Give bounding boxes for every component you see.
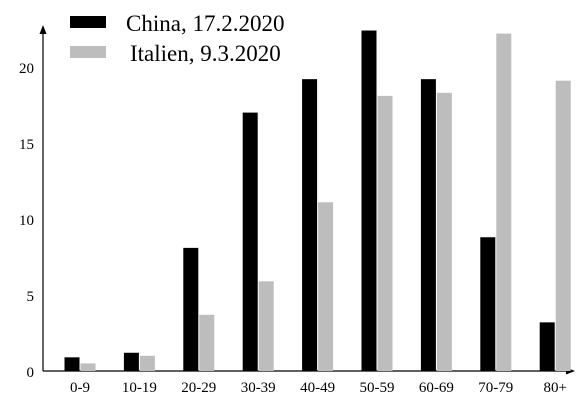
- x-tick-label: 30-39: [241, 380, 276, 396]
- bar-italien-10-19: [139, 355, 155, 371]
- y-tick-label: 5: [27, 289, 35, 305]
- bar-italien-20-29: [199, 314, 215, 371]
- x-tick-label: 0-9: [70, 380, 90, 396]
- x-tick-labels: 0-9 10-19 20-29 30-39 40-49 50-59 60-69 70-79 80…: [70, 380, 567, 396]
- bar-china-60-69: [420, 79, 436, 371]
- y-tick-label: 20: [19, 61, 34, 77]
- bar-italien-40-49: [318, 202, 334, 371]
- bar-china-80+: [539, 322, 555, 371]
- legend: China, 17.2.2020 Italien, 9.3.2020: [70, 11, 284, 66]
- bar-china-30-39: [242, 112, 258, 371]
- bar-italien-70-79: [496, 33, 512, 372]
- y-tick-label: 15: [19, 137, 34, 153]
- y-tick-label: 10: [19, 213, 34, 229]
- x-tick-label: 50-59: [360, 380, 395, 396]
- bar-italien-0-9: [80, 363, 96, 371]
- bar-italien-60-69: [436, 92, 452, 371]
- bar-china-50-59: [361, 30, 377, 372]
- legend-label-italien: Italien, 9.3.2020: [130, 41, 281, 66]
- x-tick-label: 10-19: [122, 380, 157, 396]
- bar-china-10-19: [123, 352, 139, 371]
- legend-swatch-italien: [70, 46, 106, 58]
- bar-china-20-29: [183, 247, 199, 371]
- y-tick-label: 0: [27, 365, 35, 381]
- x-tick-label: 80+: [543, 380, 566, 396]
- x-tick-label: 20-29: [181, 380, 216, 396]
- x-tick-label: 40-49: [300, 380, 335, 396]
- bar-china-70-79: [480, 237, 496, 371]
- y-axis: 0 5 10 15 20: [19, 25, 47, 381]
- bar-italien-30-39: [258, 281, 274, 371]
- legend-swatch-china: [70, 16, 106, 28]
- bar-italien-50-59: [377, 95, 393, 371]
- x-tick-label: 70-79: [478, 380, 513, 396]
- bar-china-40-49: [302, 79, 318, 371]
- bar-china-0-9: [64, 357, 80, 371]
- bars: [64, 30, 571, 372]
- x-tick-label: 60-69: [419, 380, 454, 396]
- y-axis-arrow-icon: [39, 25, 47, 34]
- legend-label-china: China, 17.2.2020: [126, 11, 284, 36]
- bar-italien-80+: [555, 80, 571, 372]
